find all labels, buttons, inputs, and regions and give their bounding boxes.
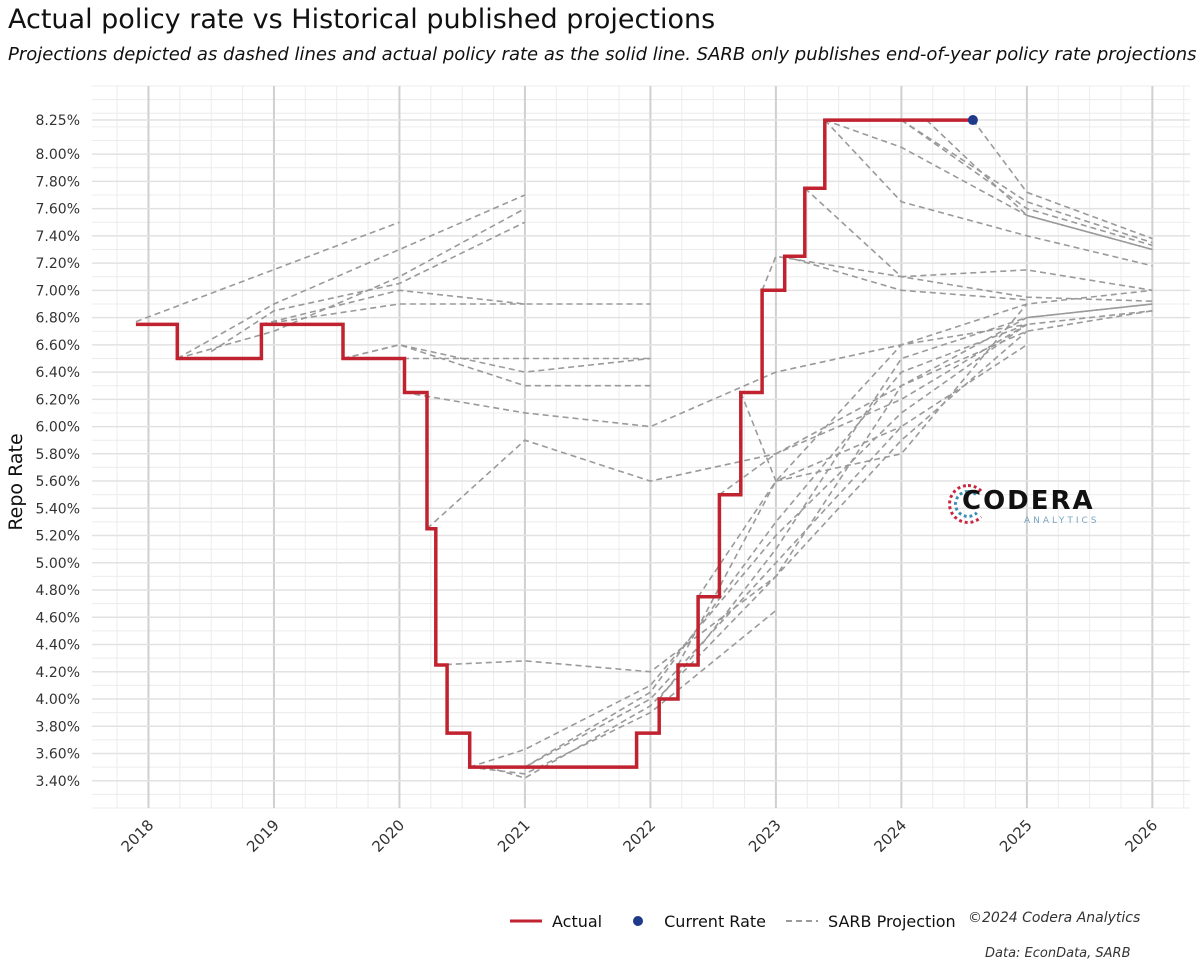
legend-projection-label: SARB Projection bbox=[828, 911, 956, 931]
legend: Actual Current Rate SARB Projection bbox=[508, 908, 974, 934]
chart-subtitle: Projections depicted as dashed lines and… bbox=[8, 44, 1197, 65]
y-tick-label: 4.60% bbox=[36, 610, 80, 626]
x-tick-label: 2020 bbox=[369, 816, 409, 856]
copyright-note: ©2024 Codera Analytics bbox=[968, 910, 1141, 926]
projection-line bbox=[469, 344, 1028, 768]
projection-line bbox=[487, 303, 1153, 779]
legend-projection: SARB Projection bbox=[784, 911, 956, 931]
current-rate-group bbox=[967, 115, 978, 126]
x-tick-label: 2025 bbox=[996, 816, 1036, 856]
watermark-sub: ANALYTICS bbox=[1024, 516, 1100, 526]
y-tick-label: 6.40% bbox=[36, 365, 80, 381]
actual-rate-line bbox=[135, 118, 973, 769]
y-tick-label: 5.80% bbox=[36, 447, 80, 463]
projection-line bbox=[677, 289, 1153, 666]
x-tick-label: 2018 bbox=[118, 816, 158, 856]
legend-current: Current Rate bbox=[620, 911, 766, 931]
y-tick-label: 4.40% bbox=[36, 638, 80, 654]
y-tick-label: 5.20% bbox=[36, 529, 80, 545]
watermark-name: CODERA bbox=[962, 486, 1095, 516]
y-tick-label: 4.80% bbox=[36, 583, 80, 599]
y-tick-label: 5.00% bbox=[36, 556, 80, 572]
legend-current-swatch bbox=[633, 916, 644, 926]
y-tick-label: 7.20% bbox=[36, 256, 80, 272]
projection-line bbox=[824, 119, 1153, 251]
codera-watermark: CODERA ANALYTICS bbox=[948, 484, 1098, 526]
projection-line bbox=[342, 343, 651, 387]
projection-line bbox=[972, 119, 1153, 240]
major-gridlines bbox=[92, 86, 1190, 808]
x-tick-label: 2026 bbox=[1121, 816, 1161, 856]
projection-line bbox=[261, 303, 525, 326]
projection-line bbox=[925, 119, 1153, 251]
projection-line bbox=[740, 392, 902, 483]
legend-actual-swatch bbox=[510, 919, 542, 923]
x-tick-label: 2022 bbox=[620, 816, 660, 856]
y-tick-label: 6.80% bbox=[36, 311, 80, 327]
actual-line-group bbox=[135, 118, 973, 769]
y-tick-label: 6.00% bbox=[36, 420, 80, 436]
y-tick-label: 8.00% bbox=[36, 147, 80, 163]
y-axis-title: Repo Rate bbox=[5, 433, 27, 530]
y-tick-label: 6.20% bbox=[36, 392, 80, 408]
projection-line bbox=[718, 310, 1153, 496]
projection-line bbox=[469, 323, 1028, 768]
projection-line bbox=[404, 323, 1028, 428]
projection-line bbox=[176, 194, 526, 360]
projection-line bbox=[524, 310, 1153, 768]
projection-line bbox=[804, 187, 1153, 292]
legend-actual: Actual bbox=[508, 911, 602, 931]
legend-projection-swatch bbox=[786, 920, 818, 922]
y-tick-label: 6.60% bbox=[36, 338, 80, 354]
projection-line bbox=[342, 343, 651, 373]
y-tick-label: 8.25% bbox=[36, 113, 80, 129]
y-axis-tick-labels: 3.40% 3.60% 3.80% 4.00% 4.20% 4.40% 4.60% 4.80%… bbox=[36, 113, 80, 790]
projection-line bbox=[784, 255, 1027, 301]
y-tick-label: 7.60% bbox=[36, 202, 80, 218]
y-tick-label: 5.40% bbox=[36, 501, 80, 517]
projection-line bbox=[426, 323, 1028, 530]
projection-line bbox=[435, 330, 1028, 673]
y-tick-label: 7.40% bbox=[36, 229, 80, 245]
data-source-caption: Data: EconData, SARB bbox=[985, 946, 1131, 961]
projection-line bbox=[658, 303, 1153, 700]
x-tick-label: 2023 bbox=[745, 816, 785, 856]
y-tick-label: 4.00% bbox=[36, 692, 80, 708]
projection-lines bbox=[135, 119, 1153, 779]
y-tick-label: 4.20% bbox=[36, 665, 80, 681]
projection-line bbox=[210, 221, 526, 353]
logo-ring-icon bbox=[948, 484, 988, 524]
legend-current-label: Current Rate bbox=[664, 911, 766, 931]
chart-title: Actual policy rate vs Historical publish… bbox=[8, 4, 716, 35]
projection-line bbox=[135, 221, 400, 323]
y-tick-label: 7.80% bbox=[36, 174, 80, 190]
projection-line bbox=[824, 119, 1153, 267]
x-tick-label: 2021 bbox=[494, 816, 534, 856]
y-tick-label: 7.00% bbox=[36, 283, 80, 299]
projection-line bbox=[177, 207, 526, 360]
x-tick-label: 2019 bbox=[243, 816, 283, 856]
y-tick-label: 3.80% bbox=[36, 719, 80, 735]
logo-inner-ring-icon bbox=[954, 490, 982, 518]
y-tick-label: 3.40% bbox=[36, 774, 80, 790]
y-tick-label: 5.60% bbox=[36, 474, 80, 490]
y-tick-label: 3.60% bbox=[36, 747, 80, 763]
current-rate-point bbox=[967, 115, 978, 126]
projection-line bbox=[469, 609, 777, 775]
x-tick-label: 2024 bbox=[870, 816, 910, 856]
projection-line bbox=[697, 303, 1028, 598]
projection-line bbox=[261, 289, 651, 326]
x-axis-tick-labels: 2018 2019 2020 2021 2022 2023 2024 2025 2026 bbox=[118, 816, 1162, 856]
legend-actual-label: Actual bbox=[552, 911, 603, 931]
projection-line bbox=[851, 119, 1153, 247]
